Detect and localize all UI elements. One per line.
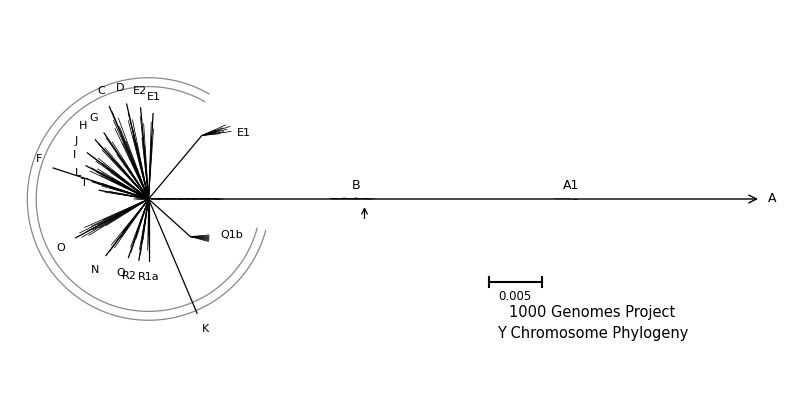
- Text: A: A: [768, 193, 777, 205]
- Text: D: D: [115, 83, 124, 93]
- Text: K: K: [202, 324, 209, 334]
- Text: J: J: [75, 136, 78, 146]
- Text: E2: E2: [133, 86, 146, 96]
- Text: H: H: [79, 121, 88, 131]
- Text: T: T: [82, 178, 88, 188]
- Text: A1: A1: [563, 179, 580, 193]
- Text: E1: E1: [238, 128, 251, 138]
- Text: B: B: [351, 179, 360, 193]
- Text: 0.005: 0.005: [498, 290, 532, 303]
- Text: G: G: [89, 113, 98, 123]
- Text: C: C: [97, 86, 105, 96]
- Text: N: N: [90, 265, 99, 275]
- Text: R1a: R1a: [138, 272, 159, 282]
- Text: Q1b: Q1b: [220, 230, 242, 240]
- Text: E1: E1: [146, 92, 161, 102]
- Text: L: L: [75, 168, 82, 178]
- Text: O: O: [57, 243, 66, 253]
- Text: 1000 Genomes Project
Y Chromosome Phylogeny: 1000 Genomes Project Y Chromosome Phylog…: [497, 306, 688, 341]
- Text: R2: R2: [122, 271, 137, 281]
- Text: Q: Q: [116, 268, 125, 278]
- Text: I: I: [73, 150, 76, 160]
- Text: F: F: [36, 154, 42, 164]
